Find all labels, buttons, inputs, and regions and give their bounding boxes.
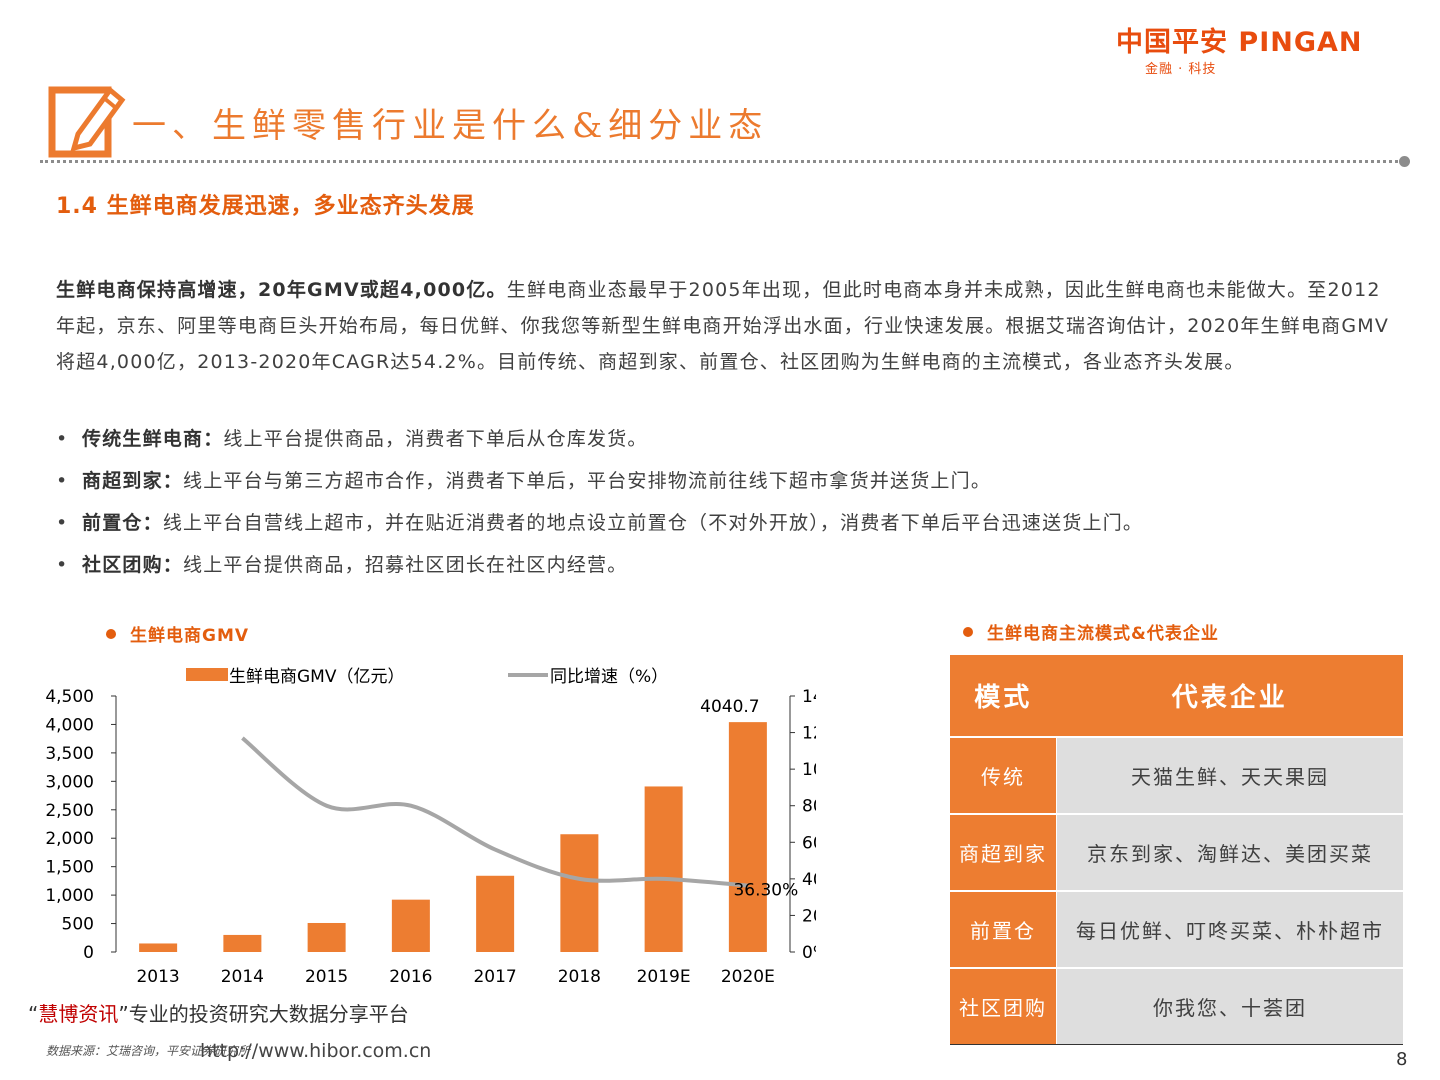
legend-bar-label: 生鲜电商GMV（亿元）: [229, 667, 404, 687]
bar: [391, 899, 430, 952]
bullet-item: • 前置仓：线上平台自营线上超市，并在贴近消费者的地点设立前置仓（不对外开放），消…: [56, 512, 1144, 534]
bullet-label: 商超到家：: [82, 470, 184, 492]
pencil-icon: [48, 86, 126, 158]
bar: [223, 934, 262, 952]
x-tick-label: 2015: [305, 967, 348, 987]
growth-line: [241, 736, 749, 888]
chart-heading-text: 生鲜电商GMV: [130, 626, 250, 646]
bullet-label: 社区团购：: [82, 554, 184, 576]
bullet-dot-icon: [963, 627, 973, 637]
watermark-text: ”专业的投资研究大数据分享平台: [118, 1002, 409, 1026]
left-tick-label: 500: [62, 915, 94, 935]
mode-cell: 商超到家: [950, 813, 1057, 892]
company-logo: 中国平安 PINGAN: [1116, 27, 1363, 58]
right-tick-label: 100%: [802, 760, 816, 780]
mode-cell: 前置仓: [950, 890, 1057, 969]
table-row: 传统 天猫生鲜、天天果园: [950, 736, 1403, 815]
right-tick-label: 20%: [802, 906, 816, 926]
gmv-chart: 生鲜电商GMV（亿元） 同比增速（%） 0 500 1,000 1,500 2,000 2…: [45, 667, 816, 987]
mode-cell: 社区团购: [950, 967, 1057, 1045]
title-divider: [40, 160, 1404, 163]
watermark: “慧博资讯”专业的投资研究大数据分享平台: [28, 998, 409, 1027]
bullet-text: 线上平台提供商品，招募社区团长在社区内经营。: [183, 554, 628, 576]
chart-heading: 生鲜电商GMV: [106, 621, 249, 646]
mode-table: 模式 代表企业 传统 天猫生鲜、天天果园 商超到家 京东到家、淘鲜达、美团买菜 前置…: [950, 655, 1403, 1045]
bullet-label: 前置仓：: [82, 512, 163, 534]
header-companies: 代表企业: [1056, 655, 1403, 737]
table-row: 商超到家 京东到家、淘鲜达、美团买菜: [950, 813, 1403, 892]
logo-tagline: 金融 · 科技: [1145, 62, 1217, 77]
mode-cell: 传统: [950, 736, 1057, 815]
chart-axes: 0 500 1,000 1,500 2,000 2,500 3,000 3,500 4,000 4…: [45, 687, 816, 987]
intro-paragraph: 生鲜电商保持高增速，20年GMV或超4,000亿。生鲜电商业态最早于2005年出…: [56, 272, 1396, 380]
bar: [476, 875, 515, 952]
page-title: 一、生鲜零售行业是什么&细分业态: [132, 106, 769, 146]
left-tick-label: 4,000: [45, 715, 94, 735]
table-heading-text: 生鲜电商主流模式&代表企业: [987, 624, 1219, 644]
bar-value-label: 4040.7: [700, 697, 759, 717]
x-tick-label: 2020E: [721, 967, 775, 987]
left-tick-label: 4,500: [45, 687, 94, 707]
x-tick-label: 2014: [221, 967, 264, 987]
bar-series: [139, 722, 767, 952]
intro-bold: 生鲜电商保持高增速，20年GMV或超4,000亿。: [56, 279, 507, 301]
bullet-label: 传统生鲜电商：: [82, 428, 224, 450]
left-tick-label: 3,500: [45, 744, 94, 764]
bullet-item: • 商超到家：线上平台与第三方超市合作，消费者下单后，平台安排物流前往线下超市拿货…: [56, 470, 992, 492]
x-tick-label: 2013: [136, 967, 179, 987]
left-tick-label: 3,000: [45, 772, 94, 792]
chart-legend: 生鲜电商GMV（亿元） 同比增速（%）: [186, 667, 668, 687]
table-heading: 生鲜电商主流模式&代表企业: [963, 619, 1219, 644]
right-tick-label: 140%: [802, 687, 816, 707]
bar: [728, 722, 767, 952]
table-header-row: 模式 代表企业: [950, 655, 1403, 737]
section-title: 1.4 生鲜电商发展迅速，多业态齐头发展: [56, 194, 475, 219]
x-tick-label: 2019E: [637, 967, 691, 987]
divider-dot: [1399, 156, 1410, 167]
bullet-item: • 社区团购：线上平台提供商品，招募社区团长在社区内经营。: [56, 554, 628, 576]
bullet-text: 线上平台与第三方超市合作，消费者下单后，平台安排物流前往线下超市拿货并送货上门。: [183, 470, 992, 492]
company-cell: 天猫生鲜、天天果园: [1056, 736, 1403, 815]
right-tick-label: 80%: [802, 797, 816, 817]
bar: [560, 834, 599, 952]
legend-line-label: 同比增速（%）: [550, 667, 668, 687]
bar: [307, 922, 346, 952]
right-tick-label: 0%: [802, 943, 816, 963]
data-labels: 4040.7 36.30%: [700, 697, 798, 900]
bullet-text: 线上平台提供商品，消费者下单后从仓库发货。: [223, 428, 648, 450]
table-row: 社区团购 你我您、十荟团: [950, 967, 1403, 1045]
source-note: 数据来源：艾瑞咨询，平安证券研究所: [46, 1044, 251, 1058]
x-tick-label: 2017: [473, 967, 516, 987]
company-cell: 你我您、十荟团: [1056, 967, 1403, 1045]
right-tick-label: 40%: [802, 870, 816, 890]
page-number: 8: [1396, 1049, 1408, 1070]
bullet-text: 线上平台自营线上超市，并在贴近消费者的地点设立前置仓（不对外开放），消费者下单后…: [162, 512, 1144, 534]
legend-bar-swatch: [186, 668, 228, 681]
header-mode: 模式: [950, 655, 1057, 737]
line-value-label: 36.30%: [733, 881, 798, 901]
company-cell: 每日优鲜、叮咚买菜、朴朴超市: [1056, 890, 1403, 969]
intro-text: 生鲜电商业态最早于2005年出现，但此时电商本身并未成熟，因此生鲜电商也未能做大…: [56, 279, 1390, 373]
x-tick-label: 2018: [558, 967, 601, 987]
watermark-quote: “: [28, 1002, 39, 1026]
left-tick-label: 2,000: [45, 829, 94, 849]
x-tick-label: 2016: [389, 967, 432, 987]
bar: [139, 943, 178, 952]
left-tick-label: 2,500: [45, 801, 94, 821]
bar: [644, 786, 683, 952]
left-tick-label: 0: [83, 943, 94, 963]
line-series: [241, 736, 749, 888]
right-tick-label: 120%: [802, 724, 816, 744]
bullet-item: • 传统生鲜电商：线上平台提供商品，消费者下单后从仓库发货。: [56, 428, 648, 450]
table-row: 前置仓 每日优鲜、叮咚买菜、朴朴超市: [950, 890, 1403, 969]
company-cell: 京东到家、淘鲜达、美团买菜: [1056, 813, 1403, 892]
watermark-brand: 慧博资讯: [38, 1002, 119, 1026]
right-tick-label: 60%: [802, 833, 816, 853]
left-tick-label: 1,500: [45, 858, 94, 878]
watermark-url[interactable]: http://www.hibor.com.cn: [200, 1040, 432, 1062]
left-tick-label: 1,000: [45, 886, 94, 906]
bullet-dot-icon: [106, 629, 116, 639]
